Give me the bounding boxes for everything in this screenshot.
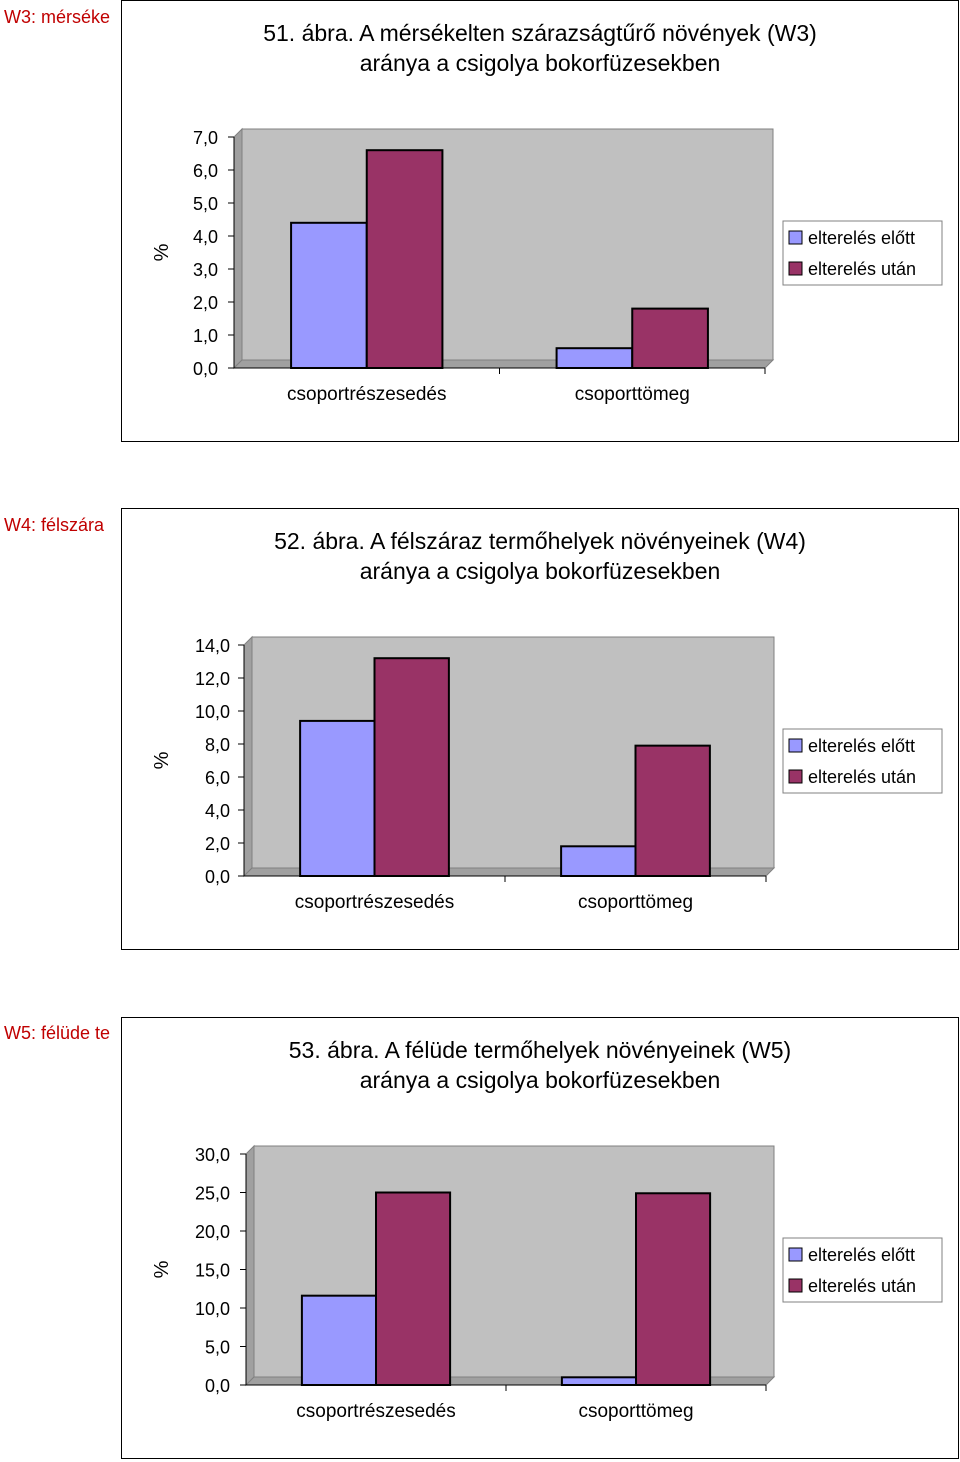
bar-after [631, 307, 709, 370]
chart-title-line-1: 52. ábra. A félszáraz termőhelyek növény… [274, 528, 806, 554]
bar-before [560, 1376, 637, 1386]
legend-box [782, 1237, 943, 1303]
y-tick-label: 14,0 [195, 636, 230, 656]
category-label: csoportrészesedés [295, 892, 454, 913]
chart-52-svg: 52. ábra. A félszáraz termőhelyek növény… [151, 528, 943, 913]
y-tick-label: 10,0 [195, 702, 230, 722]
y-axis-label: % [151, 751, 173, 769]
section-label-w5: W5: félüde te [4, 1023, 111, 1043]
y-tick-label: 8,0 [205, 735, 230, 755]
y-tick-label: 7,0 [193, 128, 218, 148]
legend-swatch-after [788, 769, 803, 784]
y-tick-label: 6,0 [205, 768, 230, 788]
bar-before [300, 1294, 377, 1386]
chart-frame-53: 53. ábra. A félüde termőhelyek növényein… [121, 1017, 959, 1459]
y-tick-label: 20,0 [195, 1222, 230, 1242]
chart-51-svg: 51. ábra. A mérsékelten szárazságtűrő nö… [151, 20, 943, 405]
category-label: csoporttömeg [575, 384, 690, 405]
y-tick-label: 15,0 [195, 1261, 230, 1281]
y-tick-label: 0,0 [205, 1376, 230, 1396]
chart-frame-52: 52. ábra. A félszáraz termőhelyek növény… [121, 508, 959, 950]
legend-label-before: elterelés előtt [808, 736, 915, 756]
bar-after [635, 1192, 712, 1386]
y-tick-label: 0,0 [193, 359, 218, 379]
category-label: csoporttömeg [578, 1401, 693, 1422]
legend-swatch-before [788, 230, 803, 245]
bar-before [555, 347, 634, 370]
category-label: csoporttömeg [578, 892, 693, 913]
y-tick-label: 10,0 [195, 1299, 230, 1319]
bar-before [290, 221, 368, 369]
legend-label-before: elterelés előtt [808, 1245, 915, 1265]
y-tick-label: 4,0 [205, 801, 230, 821]
y-tick-label: 5,0 [193, 194, 218, 214]
plot-side-wall [233, 127, 243, 370]
bar-after [373, 657, 450, 877]
legend-swatch-after [788, 1278, 803, 1293]
y-tick-label: 0,0 [205, 867, 230, 887]
category-label: csoportrészesedés [296, 1401, 455, 1422]
chart-frame-51: 51. ábra. A mérsékelten szárazságtűrő nö… [121, 0, 959, 442]
y-tick-label: 12,0 [195, 669, 230, 689]
y-tick-label: 1,0 [193, 326, 218, 346]
legend-label-after: elterelés után [808, 259, 916, 279]
y-tick-label: 3,0 [193, 260, 218, 280]
bar-before [560, 845, 637, 877]
section-label-w3: W3: mérséke [4, 7, 111, 27]
y-axis-label: % [151, 1260, 173, 1278]
y-tick-label: 30,0 [195, 1145, 230, 1165]
y-tick-label: 4,0 [193, 227, 218, 247]
bar-after [634, 744, 711, 877]
legend-box [782, 220, 943, 286]
chart-title-line-1: 51. ábra. A mérsékelten szárazságtűrő nö… [263, 20, 817, 46]
y-tick-label: 5,0 [205, 1338, 230, 1358]
plot-side-wall [243, 635, 253, 878]
legend-label-after: elterelés után [808, 767, 916, 787]
legend-label-before: elterelés előtt [808, 228, 915, 248]
legend-label-after: elterelés után [808, 1276, 916, 1296]
bar-after [375, 1191, 452, 1386]
chart-title-line-2: aránya a csigolya bokorfüzesekben [360, 558, 721, 584]
y-tick-label: 6,0 [193, 161, 218, 181]
chart-53-svg: 53. ábra. A félüde termőhelyek növényein… [151, 1037, 943, 1422]
plot-side-wall [245, 1144, 255, 1387]
chart-title-line-1: 53. ábra. A félüde termőhelyek növényein… [289, 1037, 791, 1063]
category-label: csoportrészesedés [287, 384, 446, 405]
y-axis-label: % [151, 243, 173, 261]
legend-swatch-before [788, 738, 803, 753]
legend-swatch-after [788, 261, 803, 276]
y-tick-label: 2,0 [193, 293, 218, 313]
bar-after [365, 149, 444, 369]
legend-box [782, 728, 943, 794]
chart-title-line-2: aránya a csigolya bokorfüzesekben [360, 1067, 721, 1093]
legend-swatch-before [788, 1247, 803, 1262]
section-label-w4: W4: félszára [4, 515, 105, 535]
chart-title-line-2: aránya a csigolya bokorfüzesekben [360, 50, 721, 76]
bar-before [299, 719, 376, 877]
y-tick-label: 25,0 [195, 1184, 230, 1204]
y-tick-label: 2,0 [205, 834, 230, 854]
